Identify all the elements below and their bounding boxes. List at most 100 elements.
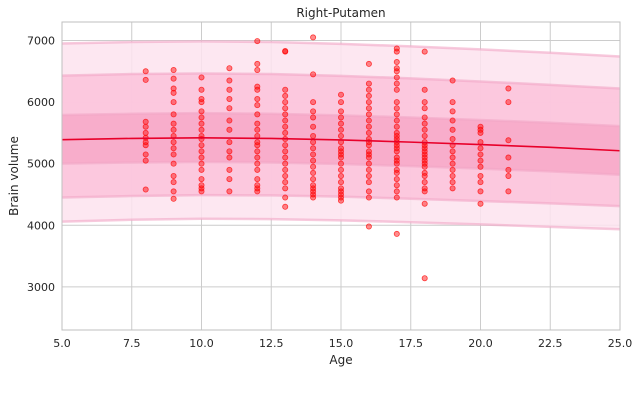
data-point — [337, 126, 344, 133]
data-point — [282, 203, 289, 210]
data-point — [421, 169, 428, 176]
data-point — [337, 194, 344, 201]
data-point — [421, 114, 428, 121]
data-point — [142, 68, 149, 75]
data-point — [170, 75, 177, 82]
data-point — [282, 142, 289, 149]
data-point — [254, 154, 261, 161]
data-point — [198, 142, 205, 149]
data-point — [365, 99, 372, 106]
plot-frame — [61, 21, 621, 331]
x-tick-label: 20.0 — [468, 337, 493, 350]
data-point — [254, 102, 261, 109]
data-point — [254, 86, 261, 93]
data-point — [477, 188, 484, 195]
data-point — [226, 86, 233, 93]
data-point — [198, 99, 205, 106]
data-point — [365, 223, 372, 230]
y-tick-label: 5000 — [27, 158, 55, 171]
data-point — [198, 148, 205, 155]
data-point — [505, 172, 512, 179]
data-point — [170, 126, 177, 133]
chart-title: Right-Putamen — [296, 6, 385, 20]
data-point — [337, 197, 344, 204]
data-point — [198, 182, 205, 189]
data-point — [282, 48, 289, 55]
data-point — [421, 48, 428, 55]
data-point — [142, 151, 149, 158]
data-point — [198, 185, 205, 192]
data-point — [170, 85, 177, 92]
data-point — [337, 185, 344, 192]
data-point — [421, 154, 428, 161]
mean-curve — [61, 137, 621, 152]
data-point — [226, 176, 233, 183]
data-point — [142, 139, 149, 146]
data-point — [365, 105, 372, 112]
x-tick-label: 17.5 — [399, 337, 424, 350]
data-point — [198, 126, 205, 133]
data-point — [421, 172, 428, 179]
data-point — [310, 163, 317, 170]
data-point — [365, 194, 372, 201]
data-point — [393, 59, 400, 66]
data-point — [477, 157, 484, 164]
data-point — [282, 154, 289, 161]
data-point — [142, 76, 149, 83]
data-point — [449, 136, 456, 143]
data-point — [449, 160, 456, 167]
data-point — [170, 89, 177, 96]
data-point — [365, 172, 372, 179]
data-point — [282, 117, 289, 124]
data-point — [337, 108, 344, 115]
data-point — [421, 126, 428, 133]
data-point — [365, 111, 372, 118]
data-point — [505, 85, 512, 92]
data-point — [254, 96, 261, 103]
data-point — [198, 108, 205, 115]
data-point — [477, 172, 484, 179]
data-point — [421, 105, 428, 112]
data-point — [254, 176, 261, 183]
data-point — [282, 123, 289, 130]
data-point — [477, 126, 484, 133]
x-tick-label: 5.0 — [53, 337, 71, 350]
data-point — [393, 154, 400, 161]
data-point — [477, 179, 484, 186]
data-point — [282, 185, 289, 192]
data-point — [421, 86, 428, 93]
data-point — [393, 182, 400, 189]
data-point — [254, 166, 261, 173]
data-point — [393, 129, 400, 136]
data-point — [226, 166, 233, 173]
data-point — [421, 179, 428, 186]
data-point — [198, 160, 205, 167]
data-points — [142, 34, 512, 282]
x-tick-label: 22.5 — [538, 337, 563, 350]
x-tick-label: 15.0 — [329, 337, 354, 350]
data-point — [310, 191, 317, 198]
y-axis-label: Brain volume — [7, 136, 21, 216]
data-point — [449, 99, 456, 106]
data-point — [393, 117, 400, 124]
data-point — [226, 105, 233, 112]
data-point — [282, 86, 289, 93]
data-point — [393, 145, 400, 152]
data-point — [310, 114, 317, 121]
data-point — [365, 129, 372, 136]
data-point — [393, 132, 400, 139]
data-point — [170, 139, 177, 146]
data-point — [310, 182, 317, 189]
data-point — [421, 188, 428, 195]
data-point — [365, 160, 372, 167]
data-point — [393, 80, 400, 87]
data-point — [505, 137, 512, 144]
data-point — [226, 139, 233, 146]
data-point — [282, 99, 289, 106]
x-axis-label: Age — [329, 353, 352, 367]
data-point — [393, 105, 400, 112]
data-point — [310, 123, 317, 130]
data-point — [310, 151, 317, 158]
data-point — [170, 195, 177, 202]
data-point — [170, 172, 177, 179]
